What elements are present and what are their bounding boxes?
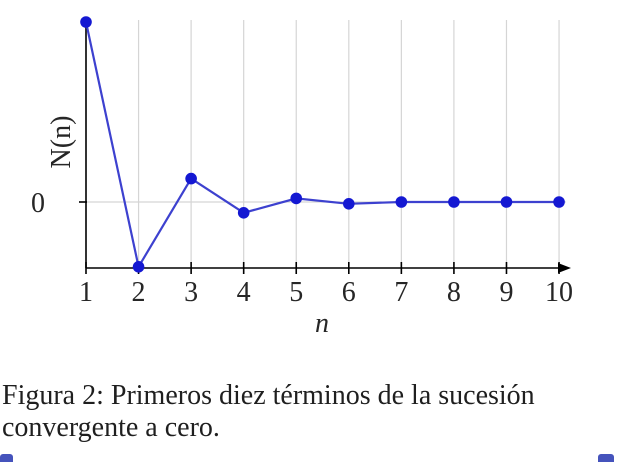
x-tick-label-4: 4 <box>237 277 251 308</box>
x-tick-label-9: 9 <box>499 277 513 308</box>
x-tick-label-10: 10 <box>545 277 573 308</box>
data-point-7 <box>395 196 408 208</box>
figure-caption: Figura 2: Primeros diez términos de la s… <box>2 380 622 443</box>
figure-caption-line2: convergente a cero. <box>2 411 220 443</box>
x-tick-label-5: 5 <box>289 277 303 308</box>
data-point-10 <box>553 196 565 208</box>
x-tick-label-8: 8 <box>447 277 461 308</box>
x-tick-label-1: 1 <box>79 277 93 308</box>
data-point-2 <box>132 261 145 273</box>
data-point-3 <box>185 172 197 185</box>
x-axis-label: n <box>315 308 329 339</box>
y-tick-label-0: 0 <box>31 188 45 219</box>
data-point-6 <box>343 198 355 210</box>
data-point-5 <box>290 192 303 205</box>
x-tick-label-7: 7 <box>394 277 408 308</box>
y-axis-label: N(n) <box>46 116 77 169</box>
figure-caption-line1: Figura 2: Primeros diez términos de la s… <box>2 380 535 411</box>
data-point-1 <box>80 16 92 28</box>
cropped-content-mark-left <box>0 454 13 462</box>
cropped-content-mark-right <box>598 454 614 462</box>
sequence-line-chart: 1 2 3 4 5 6 7 8 9 10 0 n N(n) <box>31 16 573 339</box>
data-point-9 <box>500 196 513 208</box>
x-tick-label-2: 2 <box>132 277 146 308</box>
data-polyline <box>84 21 560 270</box>
x-axis-arrowhead <box>558 263 571 273</box>
x-tick-label-6: 6 <box>342 277 356 308</box>
data-point-4 <box>237 207 250 219</box>
data-point-8 <box>448 196 460 208</box>
x-tick-label-3: 3 <box>184 277 198 308</box>
